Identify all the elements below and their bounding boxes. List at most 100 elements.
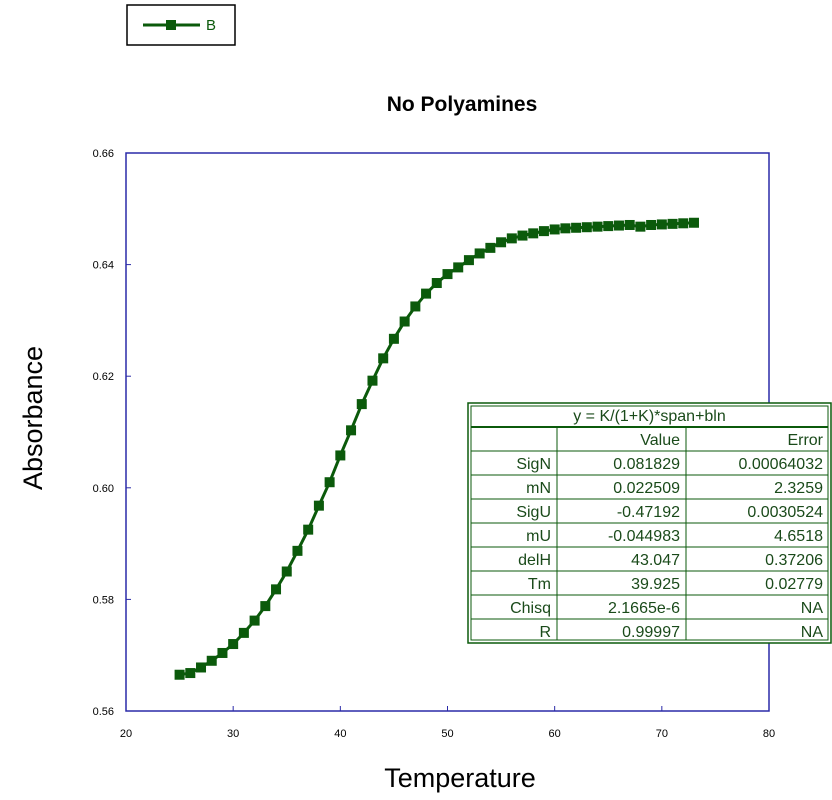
data-point [656, 219, 667, 230]
data-point [238, 627, 249, 638]
data-point [367, 375, 378, 386]
series-b [174, 217, 699, 680]
data-point [463, 255, 474, 266]
fit-header-value: Value [640, 432, 680, 449]
data-point [185, 668, 196, 679]
fit-param-name: delH [518, 552, 551, 569]
fit-param-error: 0.00064032 [738, 456, 823, 473]
data-point [549, 224, 560, 235]
data-point [646, 219, 657, 230]
fit-param-error: 0.0030524 [747, 504, 823, 521]
x-tick-label: 60 [549, 728, 561, 740]
data-point [603, 221, 614, 232]
fit-param-value: 0.99997 [622, 624, 680, 641]
y-axis-ticks: 0.56 0.58 0.60 0.62 0.64 0.66 [93, 148, 131, 718]
legend-series-name: B [206, 17, 216, 34]
data-point [346, 425, 357, 436]
fit-param-name: Tm [528, 576, 551, 593]
data-point [206, 655, 217, 666]
y-axis-label: Absorbance [18, 346, 48, 490]
data-point [410, 301, 421, 312]
fit-param-name: R [539, 624, 551, 641]
y-tick-label: 0.64 [93, 260, 114, 272]
fit-param-value: 0.022509 [613, 480, 680, 497]
data-point [249, 615, 260, 626]
x-tick-label: 50 [441, 728, 453, 740]
data-point [453, 262, 464, 273]
data-point [174, 669, 185, 680]
data-point [281, 566, 292, 577]
x-tick-label: 40 [334, 728, 346, 740]
fit-param-error: NA [801, 624, 824, 641]
data-point [356, 399, 367, 410]
fit-param-error: 4.6518 [774, 528, 823, 545]
legend-marker [166, 20, 176, 30]
data-point [271, 584, 282, 595]
fit-param-name: SigN [516, 456, 551, 473]
y-tick-label: 0.66 [93, 148, 114, 160]
fit-param-error: 0.02779 [765, 576, 823, 593]
data-point [560, 223, 571, 234]
data-point [421, 288, 432, 299]
fit-param-value: 43.047 [631, 552, 680, 569]
x-axis-label: Temperature [384, 763, 536, 793]
data-point [292, 545, 303, 556]
y-tick-label: 0.58 [93, 594, 114, 606]
data-point [335, 450, 346, 461]
data-point [485, 242, 496, 253]
fit-param-name: mN [526, 480, 551, 497]
data-point [324, 477, 335, 488]
fit-header-error: Error [787, 432, 823, 449]
data-point [506, 233, 517, 244]
data-point [688, 217, 699, 228]
data-point [613, 220, 624, 231]
fit-param-name: SigU [516, 504, 551, 521]
fit-param-value: -0.47192 [617, 504, 680, 521]
data-point [474, 248, 485, 259]
y-tick-label: 0.60 [93, 483, 114, 495]
data-point [378, 353, 389, 364]
data-point [399, 316, 410, 327]
x-tick-label: 20 [120, 728, 132, 740]
chart-title: No Polyamines [387, 93, 538, 116]
x-axis-ticks: 20 30 40 50 60 70 80 [120, 706, 775, 740]
data-point [303, 524, 314, 535]
x-tick-label: 70 [656, 728, 668, 740]
fit-param-value: 2.1665e-6 [608, 600, 680, 617]
data-point [624, 219, 635, 230]
data-point [635, 221, 646, 232]
data-point [517, 230, 528, 241]
data-point [260, 601, 271, 612]
data-point [196, 662, 207, 673]
legend: B [126, 4, 236, 46]
y-tick-label: 0.56 [93, 706, 114, 718]
data-point [678, 218, 689, 229]
y-tick-label: 0.62 [93, 371, 114, 383]
fit-results-table: y = K/(1+K)*span+bln Value Error SigN 0.0818… [467, 402, 832, 644]
fit-param-name: Chisq [510, 600, 551, 617]
x-tick-label: 30 [227, 728, 239, 740]
fit-equation: y = K/(1+K)*span+bln [573, 408, 726, 425]
data-point [313, 500, 324, 511]
data-point [571, 222, 582, 233]
data-point [442, 269, 453, 280]
data-point [228, 639, 239, 650]
fit-param-value: 0.081829 [613, 456, 680, 473]
data-point [431, 278, 442, 289]
fit-param-error: NA [801, 600, 824, 617]
data-point [667, 218, 678, 229]
data-point [217, 647, 228, 658]
data-point [388, 333, 399, 344]
data-point [528, 228, 539, 239]
data-point [538, 226, 549, 237]
data-point [592, 221, 603, 232]
fit-param-name: mU [526, 528, 551, 545]
fit-param-value: -0.044983 [608, 528, 680, 545]
fit-param-value: 39.925 [631, 576, 680, 593]
data-point [496, 237, 507, 248]
data-point [581, 222, 592, 233]
fit-param-error: 0.37206 [765, 552, 823, 569]
fit-param-error: 2.3259 [774, 480, 823, 497]
x-tick-label: 80 [763, 728, 775, 740]
